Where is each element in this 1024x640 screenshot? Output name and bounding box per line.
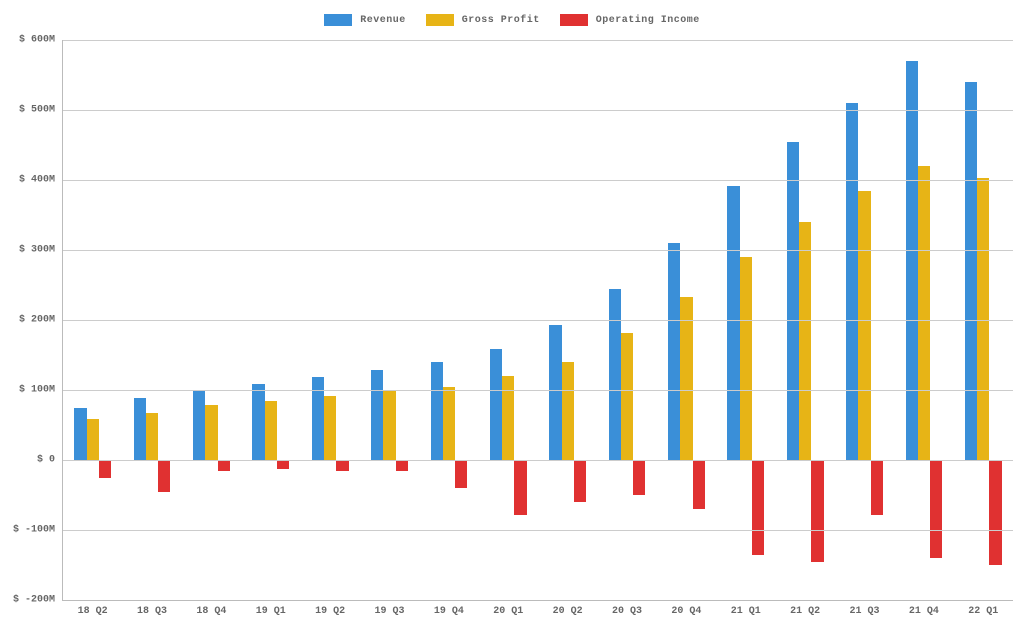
- bar-gross_profit: [87, 419, 99, 460]
- x-axis-tick-label: 20 Q2: [553, 600, 583, 617]
- bar-revenue: [846, 103, 858, 460]
- bar-revenue: [727, 186, 739, 460]
- bar-operating_income: [752, 460, 764, 555]
- bar-revenue: [609, 289, 621, 461]
- bar-revenue: [371, 370, 383, 460]
- bar-revenue: [490, 349, 502, 460]
- bar-gross_profit: [324, 396, 336, 460]
- x-axis-tick-label: 19 Q4: [434, 600, 464, 617]
- y-axis-tick-label: $ -100M: [13, 525, 63, 536]
- x-axis-tick-label: 21 Q2: [790, 600, 820, 617]
- bar-revenue: [906, 61, 918, 460]
- gridline: [63, 110, 1013, 111]
- x-axis-tick-label: 20 Q1: [493, 600, 523, 617]
- bar-revenue: [668, 243, 680, 460]
- y-axis-tick-label: $ 600M: [19, 35, 63, 46]
- x-axis-tick-label: 21 Q1: [731, 600, 761, 617]
- y-axis-tick-label: $ 0: [37, 455, 63, 466]
- y-axis-tick-label: $ 200M: [19, 315, 63, 326]
- bar-revenue: [431, 362, 443, 460]
- bar-operating_income: [811, 460, 823, 562]
- y-axis-tick-label: $ 500M: [19, 105, 63, 116]
- gridline: [63, 530, 1013, 531]
- x-axis-tick-label: 20 Q3: [612, 600, 642, 617]
- bar-operating_income: [396, 460, 408, 471]
- gridline: [63, 460, 1013, 461]
- legend-label-revenue: Revenue: [360, 15, 406, 26]
- x-axis-tick-label: 19 Q2: [315, 600, 345, 617]
- bar-gross_profit: [740, 257, 752, 460]
- legend-swatch-revenue: [324, 14, 352, 26]
- legend-swatch-gross_profit: [426, 14, 454, 26]
- y-axis-tick-label: $ -200M: [13, 595, 63, 606]
- y-axis-tick-label: $ 400M: [19, 175, 63, 186]
- x-axis-tick-label: 21 Q4: [909, 600, 939, 617]
- y-axis-tick-label: $ 300M: [19, 245, 63, 256]
- bar-revenue: [252, 384, 264, 460]
- bar-operating_income: [218, 460, 230, 471]
- x-axis-tick-label: 19 Q3: [375, 600, 405, 617]
- x-axis-tick-label: 20 Q4: [671, 600, 701, 617]
- bar-gross_profit: [502, 376, 514, 460]
- legend-item-operating_income: Operating Income: [560, 14, 700, 26]
- gridline: [63, 390, 1013, 391]
- bar-operating_income: [99, 460, 111, 478]
- legend-label-gross_profit: Gross Profit: [462, 15, 540, 26]
- x-axis-tick-label: 18 Q2: [78, 600, 108, 617]
- gridline: [63, 180, 1013, 181]
- bar-operating_income: [277, 460, 289, 469]
- legend-item-gross_profit: Gross Profit: [426, 14, 540, 26]
- bar-gross_profit: [443, 387, 455, 461]
- gridline: [63, 40, 1013, 41]
- bar-gross_profit: [621, 333, 633, 460]
- x-axis-tick-label: 18 Q3: [137, 600, 167, 617]
- legend: Revenue Gross Profit Operating Income: [0, 14, 1024, 30]
- bar-operating_income: [871, 460, 883, 515]
- bar-gross_profit: [858, 191, 870, 461]
- bar-gross_profit: [383, 390, 395, 460]
- bar-operating_income: [455, 460, 467, 488]
- bar-operating_income: [989, 460, 1001, 565]
- x-axis-tick-label: 18 Q4: [196, 600, 226, 617]
- bar-operating_income: [336, 460, 348, 471]
- bar-gross_profit: [146, 413, 158, 460]
- plot-area: $ -200M$ -100M$ 0$ 100M$ 200M$ 300M$ 400…: [62, 40, 1013, 601]
- bar-gross_profit: [918, 166, 930, 460]
- x-axis-tick-label: 21 Q3: [850, 600, 880, 617]
- legend-label-operating_income: Operating Income: [596, 15, 700, 26]
- bar-operating_income: [633, 460, 645, 495]
- bar-gross_profit: [977, 178, 989, 460]
- x-axis-tick-label: 19 Q1: [256, 600, 286, 617]
- bar-revenue: [549, 325, 561, 460]
- bar-revenue: [787, 142, 799, 461]
- bar-gross_profit: [562, 362, 574, 460]
- x-axis-tick-label: 22 Q1: [968, 600, 998, 617]
- financials-bar-chart: Revenue Gross Profit Operating Income $ -2…: [0, 0, 1024, 640]
- bar-gross_profit: [680, 297, 692, 460]
- bar-gross_profit: [799, 222, 811, 460]
- bar-gross_profit: [265, 401, 277, 461]
- bar-operating_income: [693, 460, 705, 509]
- legend-swatch-operating_income: [560, 14, 588, 26]
- bar-operating_income: [930, 460, 942, 558]
- gridline: [63, 250, 1013, 251]
- bar-revenue: [193, 391, 205, 460]
- gridline: [63, 320, 1013, 321]
- bar-gross_profit: [205, 405, 217, 460]
- bar-operating_income: [158, 460, 170, 492]
- bar-revenue: [74, 408, 86, 461]
- bar-revenue: [965, 82, 977, 460]
- bar-operating_income: [574, 460, 586, 502]
- legend-item-revenue: Revenue: [324, 14, 406, 26]
- bar-operating_income: [514, 460, 526, 515]
- bar-revenue: [134, 398, 146, 460]
- y-axis-tick-label: $ 100M: [19, 385, 63, 396]
